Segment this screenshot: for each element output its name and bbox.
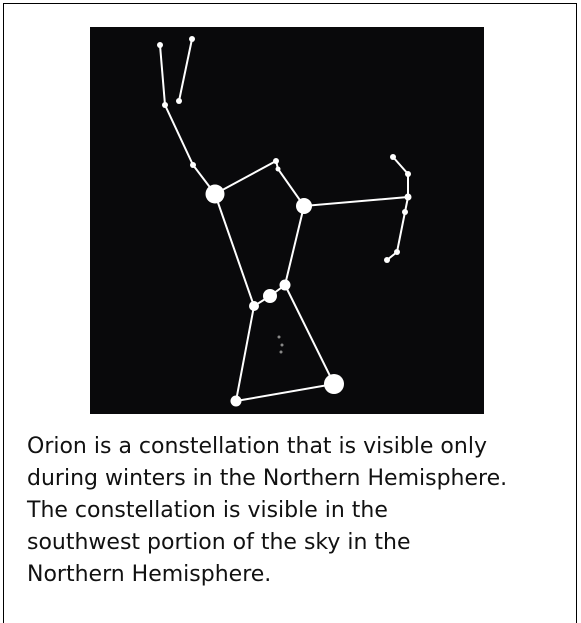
caption-line: southwest portion of the sky in the [27, 527, 507, 559]
caption: Orion is a constellation that is visible… [27, 431, 507, 591]
caption-line: Northern Hemisphere. [27, 559, 507, 591]
night-sky [90, 27, 484, 414]
caption-line: during winters in the Northern Hemispher… [27, 463, 507, 495]
caption-line: The constellation is visible in the [27, 495, 507, 527]
page: {"caption": {"lines": ["Orion is a const… [0, 0, 581, 619]
caption-line: Orion is a constellation that is visible… [27, 431, 507, 463]
